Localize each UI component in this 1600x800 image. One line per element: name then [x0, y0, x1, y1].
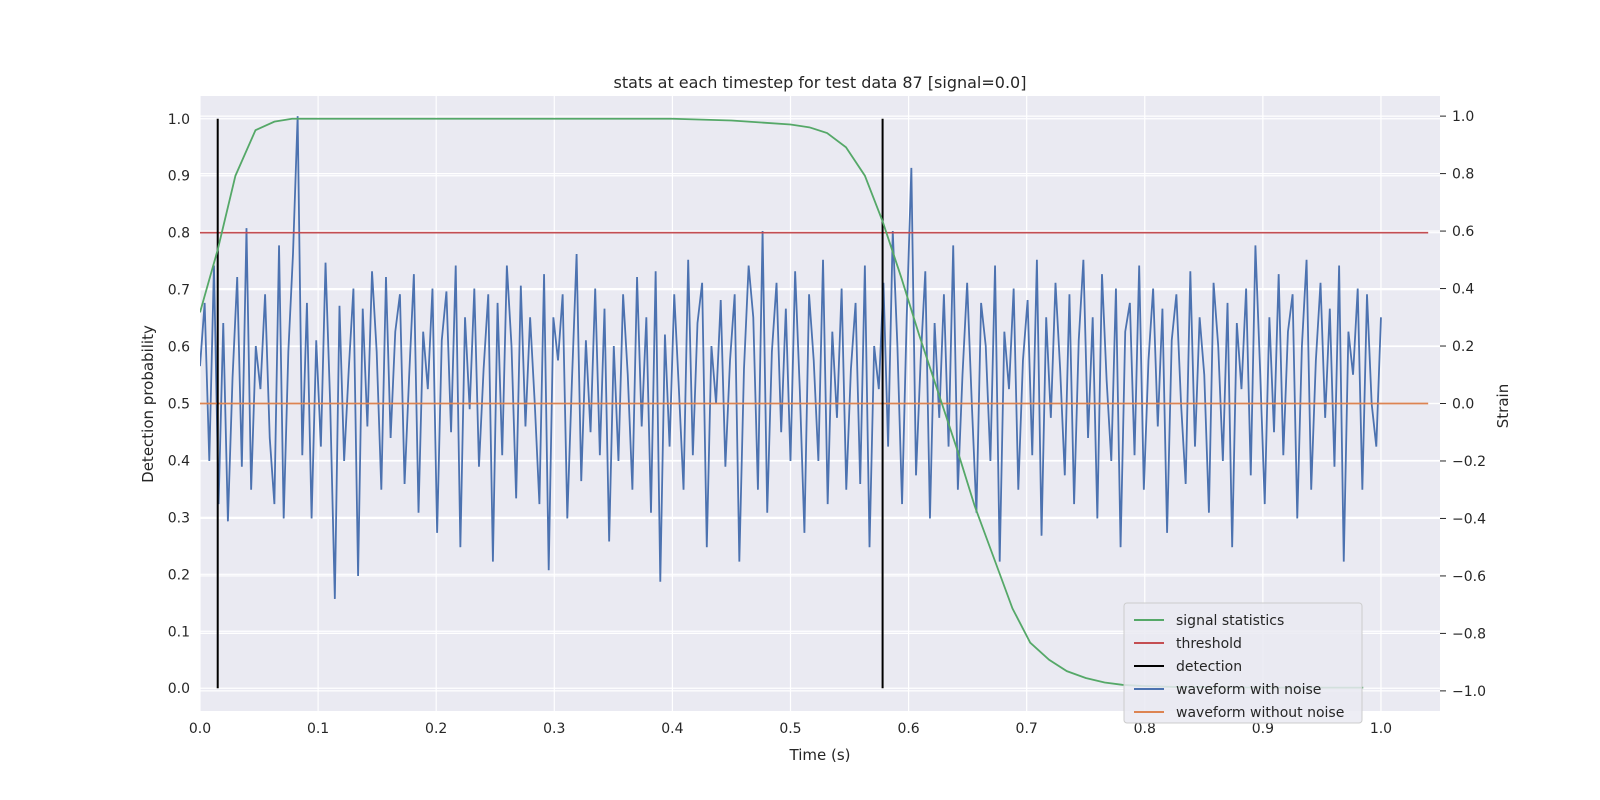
y-tick-label: 0.6 [168, 340, 190, 356]
series-waveform-with-noise [200, 116, 1382, 599]
y2-tick-label: −0.2 [1452, 454, 1486, 470]
legend-entry: waveform with noise [1176, 682, 1321, 698]
y-tick-label: 1.0 [168, 112, 190, 128]
y2-tick-label: 0.6 [1452, 224, 1474, 240]
y2-tick-label: 0.2 [1452, 339, 1474, 355]
x-tick-label: 0.7 [1016, 721, 1038, 737]
legend-entry: waveform without noise [1176, 705, 1344, 721]
x-tick-label: 0.0 [189, 721, 211, 737]
legend-entry: threshold [1176, 636, 1242, 652]
x-tick-label: 0.1 [307, 721, 329, 737]
y2-tick-label: −0.8 [1452, 626, 1486, 642]
y-ticks: 0.0 0.1 0.2 0.3 0.4 0.5 0.6 0.7 0.8 0.9 1.0 [168, 112, 190, 697]
x-tick-label: 1.0 [1370, 721, 1392, 737]
y-tick-label: 0.0 [168, 681, 190, 697]
y2-ticks: −1.0 −0.8 −0.6 −0.4 −0.2 0.0 0.2 0.4 0.6 0.8 1.0 [1440, 109, 1486, 700]
y-tick-label: 0.2 [168, 567, 190, 583]
y2-tick-label: 0.4 [1452, 282, 1474, 298]
y2-tick-label: −0.4 [1452, 511, 1486, 527]
y-tick-label: 0.4 [168, 453, 190, 469]
y2-tick-label: −1.0 [1452, 684, 1486, 700]
x-tick-label: 0.3 [543, 721, 565, 737]
chart-title: stats at each timestep for test data 87 … [614, 73, 1027, 92]
legend-entry: detection [1176, 659, 1242, 675]
y-tick-label: 0.7 [168, 283, 190, 299]
y2-tick-label: 0.8 [1452, 167, 1474, 183]
legend-box [1123, 602, 1363, 724]
x-tick-label: 0.5 [779, 721, 801, 737]
y2-axis-label: Strain [1494, 384, 1512, 428]
y2-tick-label: 0.0 [1452, 397, 1474, 413]
y-tick-label: 0.8 [168, 226, 190, 242]
x-tick-label: 0.9 [1252, 721, 1274, 737]
x-tick-label: 0.8 [1134, 721, 1156, 737]
y-tick-label: 0.9 [168, 169, 190, 185]
y-tick-label: 0.3 [168, 510, 190, 526]
x-tick-label: 0.2 [425, 721, 447, 737]
y-tick-label: 0.1 [168, 624, 190, 640]
x-axis-label: Time (s) [789, 746, 851, 764]
legend-entry: signal statistics [1176, 613, 1284, 629]
legend: signal statistics threshold detection wavef… [1123, 602, 1363, 724]
x-ticks: 0.0 0.1 0.2 0.3 0.4 0.5 0.6 0.7 0.8 0.9 1.0 [189, 721, 1392, 737]
y2-tick-label: 1.0 [1452, 109, 1474, 125]
x-tick-label: 0.4 [661, 721, 683, 737]
chart-marks [200, 116, 1429, 689]
y-tick-label: 0.5 [168, 397, 190, 413]
y2-tick-label: −0.6 [1452, 569, 1486, 585]
x-tick-label: 0.6 [897, 721, 919, 737]
y-axis-label: Detection probability [139, 325, 157, 483]
